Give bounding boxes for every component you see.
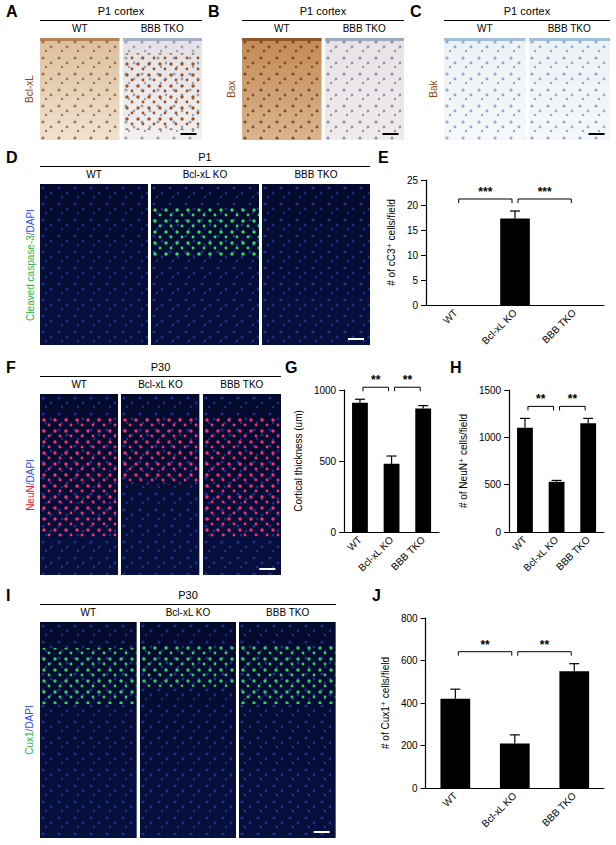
svg-text:500: 500 [319,456,336,467]
svg-text:Cortical thickness (um): Cortical thickness (um) [293,410,304,512]
svg-text:20: 20 [407,200,419,211]
html-text:Cux1: Cux1 [24,731,35,755]
html-text:G: G [285,359,298,376]
svg-text:10: 10 [407,250,419,261]
html-text:P1: P1 [198,151,212,163]
svg-text:**: ** [540,638,550,652]
html-text:E: E [378,149,389,166]
html-text:/DAPI: /DAPI [24,208,35,235]
html-text:BBB TKO: BBB TKO [547,23,591,34]
html-text:BBB TKO: BBB TKO [266,607,310,618]
html-text:P1 cortex: P1 cortex [503,5,551,17]
svg-text:***: *** [478,185,492,199]
svg-text:BBB TKO: BBB TKO [389,534,427,572]
html-text:P1 cortex: P1 cortex [97,5,145,17]
svg-text:WT: WT [510,534,529,553]
html-text:BBB TKO: BBB TKO [220,379,264,390]
svg-text:# of Cux1⁺ cells/field: # of Cux1⁺ cells/field [380,657,391,749]
html-text:NeuN: NeuN [24,484,35,511]
html-text:P30: P30 [150,361,171,373]
svg-text:0: 0 [496,527,502,538]
svg-text:BBB TKO: BBB TKO [540,790,578,828]
svg-text:# of cC3⁺ cells/field: # of cC3⁺ cells/field [386,199,397,285]
svg-text:***: *** [538,185,552,199]
html-text:J: J [372,587,381,604]
svg-text:**: ** [371,373,381,387]
svg-text:1000: 1000 [314,385,337,396]
svg-text:0: 0 [412,300,418,311]
html-text:Bcl-xL KO: Bcl-xL KO [165,607,211,618]
html-text:Bcl-xL KO: Bcl-xL KO [138,379,183,390]
svg-text:1500: 1500 [479,385,502,396]
html-text:C: C [410,3,422,20]
html-text:BBB TKO: BBB TKO [140,23,184,34]
svg-text:WT: WT [440,790,459,809]
svg-text:Bcl-xL KO: Bcl-xL KO [480,307,519,346]
html-text:F: F [6,359,16,376]
svg-text:Bcl-xL KO: Bcl-xL KO [479,790,518,829]
html-text:A: A [6,3,18,20]
svg-text:500: 500 [484,479,501,490]
svg-text:800: 800 [401,613,418,624]
svg-text:BBB TKO: BBB TKO [554,534,592,572]
html-text:P1 cortex: P1 cortex [299,5,347,17]
html-text:/DAPI: /DAPI [24,705,35,732]
html-text:WT: WT [72,23,88,34]
html-text:Bcl-xL KO: Bcl-xL KO [182,169,228,180]
svg-text:Bcl-xL KO: Bcl-xL KO [356,534,395,573]
html-text:H: H [450,359,462,376]
html-text:/DAPI: /DAPI [24,458,35,485]
svg-text:Bcl-xL KO: Bcl-xL KO [521,534,560,573]
html-text:WT: WT [71,379,87,390]
svg-text:25: 25 [407,175,419,186]
html-text:WT: WT [86,169,102,180]
svg-text:WT: WT [441,307,460,326]
svg-text:0: 0 [412,783,418,794]
svg-text:# of NeuN⁺ cells/field: # of NeuN⁺ cells/field [458,414,469,508]
svg-text:600: 600 [401,655,418,666]
html-text:D: D [6,149,18,166]
html-text:P30: P30 [178,589,198,601]
html-text:B: B [208,3,220,20]
html-text:WT: WT [80,607,97,618]
svg-text:**: ** [536,392,546,406]
html-text:WT: WT [274,23,290,34]
html-text:BBB TKO: BBB TKO [342,23,386,34]
svg-text:15: 15 [407,225,419,236]
html-text:Bcl-xL: Bcl-xL [24,75,35,103]
html-text:WT: WT [477,23,493,34]
svg-text:**: ** [480,638,490,652]
html-text:Bak: Bak [428,80,439,98]
svg-text:**: ** [403,373,413,387]
html-text:BBB TKO: BBB TKO [294,169,338,180]
html-text:Bax: Bax [226,80,237,98]
html-text:Cleaved caspase-3: Cleaved caspase-3 [24,234,35,321]
html-text:I: I [6,587,11,604]
svg-text:BBB TKO: BBB TKO [540,307,578,345]
svg-text:200: 200 [401,740,418,751]
svg-text:0: 0 [331,527,337,538]
svg-text:WT: WT [345,534,364,553]
svg-text:400: 400 [401,698,418,709]
svg-text:**: ** [568,392,578,406]
svg-text:5: 5 [412,275,418,286]
svg-text:1000: 1000 [479,432,502,443]
